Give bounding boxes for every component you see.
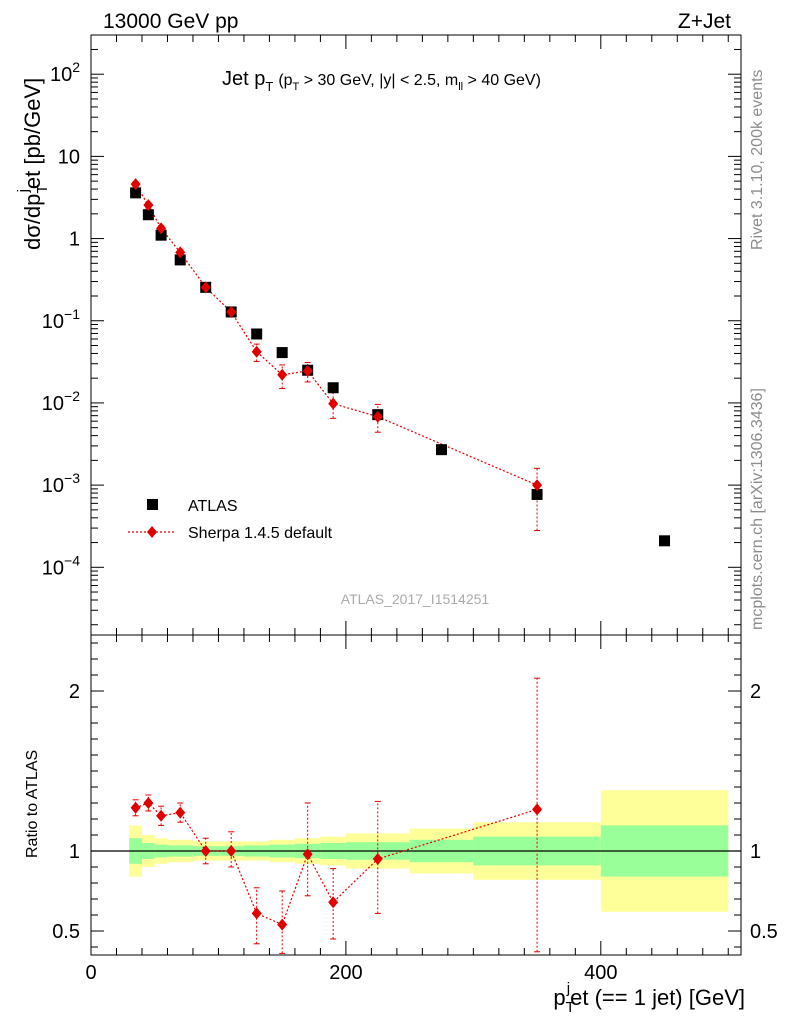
sherpa-point <box>251 345 262 358</box>
sherpa-point <box>130 178 141 191</box>
atlas-point <box>659 535 671 547</box>
ratio-sherpa-point <box>328 896 339 909</box>
ratio-sherpa-point <box>372 853 383 865</box>
ratio-sherpa-point <box>175 806 186 819</box>
ratio-sherpa-point <box>532 803 543 816</box>
main-y-tick-label: 10 <box>58 146 80 168</box>
header-right: Z+Jet <box>678 10 731 33</box>
main-marks <box>130 178 671 547</box>
atlas-point <box>251 328 263 340</box>
main-ylabel: dσ/dpTjet [pb/GeV] <box>15 78 51 250</box>
legend: ATLAS Sherpa 1.4.5 default <box>128 498 333 542</box>
ratio-y-tick-label-right: 0.5 <box>750 921 778 943</box>
atlas-point <box>174 254 186 266</box>
sherpa-point <box>226 305 237 318</box>
legend-atlas-marker <box>147 499 158 510</box>
atlas-point <box>327 382 339 394</box>
sherpa-point <box>302 364 313 377</box>
ratio-sherpa-point <box>143 797 154 809</box>
ratio-sherpa-point <box>277 918 288 931</box>
ratio-marks <box>130 677 543 954</box>
legend-sherpa-marker <box>147 526 157 538</box>
sherpa-point <box>143 199 154 212</box>
ratio-bands <box>91 790 741 912</box>
atlas-point <box>531 488 543 500</box>
atlas-point <box>435 444 447 456</box>
ratio-sherpa-point <box>251 907 262 920</box>
main-y-tick-label: 10−4 <box>42 552 80 579</box>
sherpa-point <box>532 479 543 492</box>
sherpa-point <box>175 246 186 259</box>
ratio-panel: 0.5 0.5 1 1 2 2 0 200 400 Ratio to ATLAS pTjet (… <box>24 634 778 1016</box>
ratio-y-tick-label: 1 <box>69 841 80 863</box>
watermark: ATLAS_2017_I1514251 <box>341 591 490 607</box>
legend-sherpa-label: Sherpa 1.4.5 default <box>188 525 333 542</box>
main-y-tick-label: 10−2 <box>42 388 80 415</box>
main-y-tick-label: 102 <box>50 59 80 86</box>
ratio-y-tick-label-right: 2 <box>750 681 761 703</box>
ratio-x-tick-label: 0 <box>85 962 96 984</box>
ratio-sherpa-point <box>130 801 141 814</box>
ratio-sherpa-point <box>156 809 167 822</box>
sherpa-point <box>372 410 383 423</box>
ratio-frame <box>90 634 742 956</box>
sherpa-point <box>328 397 339 410</box>
main-y-tick-label: 10−3 <box>42 470 80 497</box>
sherpa-point <box>156 222 167 235</box>
ratio-xlabel: pTjet (== 1 jet) [GeV] <box>553 980 745 1016</box>
atlas-point <box>155 229 167 241</box>
sherpa-line <box>135 183 538 486</box>
header-left: 13000 GeV pp <box>103 10 238 33</box>
sherpa-point <box>200 281 211 294</box>
ratio-y-tick-label-right: 1 <box>750 841 761 863</box>
ratio-sherpa-point <box>226 845 237 857</box>
legend-atlas-label: ATLAS <box>188 498 238 515</box>
main-y-tick-label: 10−1 <box>42 306 80 333</box>
main-axes: 10−4 10−3 10−2 10−1 1 10 102 <box>42 34 741 635</box>
atlas-point <box>130 187 142 199</box>
main-panel: 10−4 10−3 10−2 10−1 1 10 102 Jet pT (pT > 30 Ge… <box>15 34 742 636</box>
main-frame <box>90 34 742 636</box>
ratio-ylabel: Ratio to ATLAS <box>24 750 41 858</box>
atlas-point <box>276 347 288 359</box>
mcplots-label: mcplots.cern.ch [arXiv:1306.3436] <box>749 388 766 630</box>
ratio-x-tick-label: 400 <box>584 962 617 984</box>
ratio-x-tick-label: 200 <box>329 962 362 984</box>
rivet-label: Rivet 3.1.10, 200k events <box>749 69 766 250</box>
ratio-sherpa-point <box>302 848 313 861</box>
ratio-axes: 0.5 0.5 1 1 2 2 0 200 400 <box>52 635 778 984</box>
main-title: Jet pT (pT > 30 GeV, |y| < 2.5, mll > 40 … <box>222 68 541 94</box>
sherpa-point <box>277 368 288 381</box>
ratio-sherpa-point <box>200 845 211 857</box>
atlas-point <box>142 209 154 221</box>
ratio-y-tick-label: 0.5 <box>52 921 80 943</box>
ratio-y-tick-label: 2 <box>69 681 80 703</box>
main-y-tick-label: 1 <box>69 229 80 251</box>
